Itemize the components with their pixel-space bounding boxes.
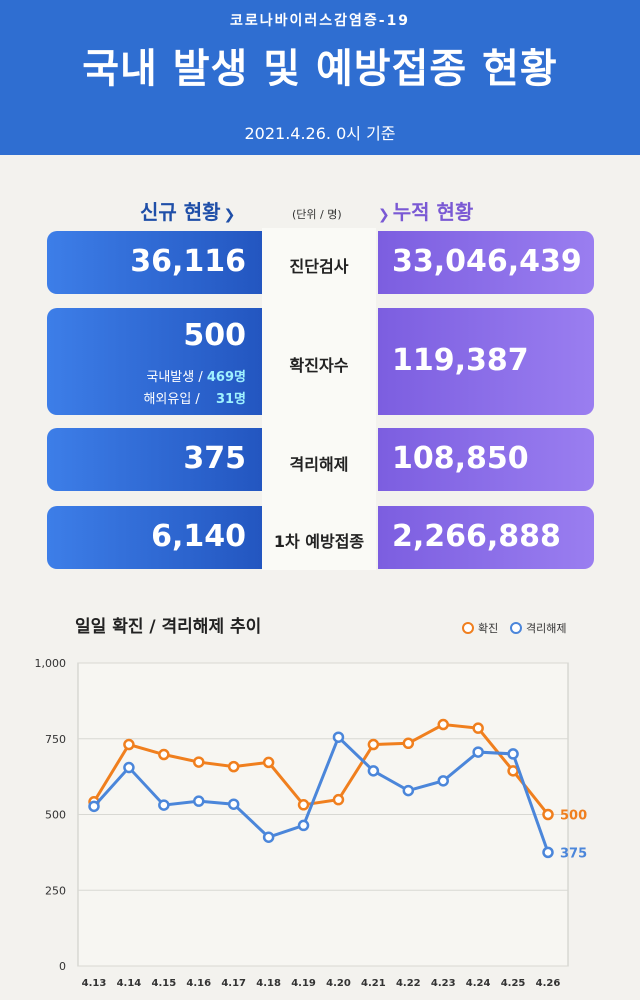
data-point: [297, 819, 310, 832]
x-tick-label: 4.14: [117, 978, 142, 989]
data-point: [262, 756, 275, 769]
data-point: [402, 737, 415, 750]
center-label-column: [262, 228, 376, 570]
cum-vaccination-value: 2,266,888: [392, 519, 561, 554]
x-tick-label: 4.19: [291, 978, 316, 989]
domestic-value: 469명: [206, 370, 246, 385]
data-point: [402, 784, 415, 797]
data-point: [472, 722, 484, 734]
header-date: 2021.4.26. 0시 기준: [244, 124, 396, 143]
data-point: [123, 738, 135, 751]
header-banner: 코로나바이러스감염증-19 국내 발생 및 예방접종 현황 2021.4.26.…: [0, 0, 640, 155]
x-tick-label: 4.15: [152, 978, 177, 989]
header-subtitle: 코로나바이러스감염증-19: [229, 13, 411, 29]
new-tests-value: 36,116: [130, 244, 246, 279]
vaccination-label: 1차 예방접종: [273, 532, 365, 551]
data-point: [367, 738, 380, 751]
data-point: [367, 765, 380, 777]
cumulative-status-heading: ❯ 누적 현황: [378, 196, 473, 225]
data-point: [507, 748, 519, 760]
x-tick-label: 4.16: [186, 978, 211, 989]
end-value-label: 375: [560, 846, 587, 861]
data-point: [193, 795, 205, 807]
data-point: [437, 775, 449, 787]
data-point: [542, 846, 554, 859]
end-value-label: 500: [560, 809, 587, 824]
y-tick-label: 1,000: [35, 657, 67, 670]
x-tick-label: 4.17: [221, 978, 246, 989]
overseas-label: 해외유입 /: [143, 392, 200, 407]
data-point: [332, 793, 345, 806]
data-point: [123, 761, 135, 774]
cum-confirmed-value: 119,387: [392, 343, 529, 378]
legend-confirmed-marker: [462, 622, 474, 634]
confirmed-label: 확진자수: [289, 356, 349, 375]
x-tick-label: 4.21: [361, 978, 386, 989]
x-tick-label: 4.23: [431, 978, 456, 989]
series-line: [92, 722, 550, 816]
cum-vaccination-box: 2,266,888: [378, 506, 594, 569]
new-confirmed-box: 500 국내발생 / 469명 해외유입 / 31명: [47, 308, 262, 415]
overseas-breakdown: 해외유입 / 31명: [143, 388, 246, 407]
y-tick-label: 500: [45, 809, 66, 822]
new-confirmed-value: 500: [183, 318, 246, 353]
domestic-label: 국내발생 /: [146, 370, 203, 385]
tests-label: 진단검사: [289, 257, 349, 276]
data-point: [227, 798, 240, 810]
x-tick-label: 4.25: [501, 978, 526, 989]
x-tick-label: 4.13: [82, 978, 107, 989]
x-tick-label: 4.24: [466, 978, 491, 989]
released-label: 격리해제: [289, 455, 349, 474]
chart-title: 일일 확진 / 격리해제 추이: [75, 617, 262, 637]
x-tick-label: 4.26: [536, 978, 561, 989]
data-point: [297, 799, 310, 811]
legend-released-label: 격리해제: [526, 622, 567, 635]
x-tick-label: 4.20: [326, 978, 351, 989]
data-point: [472, 746, 484, 758]
y-tick-label: 0: [59, 960, 66, 973]
legend-confirmed-label: 확진: [478, 622, 499, 635]
legend-released-marker: [510, 622, 522, 634]
domestic-breakdown: 국내발생 / 469명: [146, 366, 246, 385]
legend-item-confirmed: 확진: [462, 620, 498, 636]
cum-confirmed-box: 119,387: [378, 308, 594, 415]
data-point: [262, 831, 275, 843]
new-released-box: 375: [47, 428, 262, 491]
cum-tests-value: 33,046,439: [392, 244, 582, 279]
data-point: [437, 718, 449, 731]
new-tests-box: 36,116: [47, 231, 262, 294]
overseas-value: 31명: [215, 392, 246, 407]
data-point: [332, 731, 345, 743]
data-point: [158, 748, 170, 761]
chevron-down-icon: ❯: [378, 207, 390, 223]
header-title: 국내 발생 및 예방접종 현황: [82, 46, 558, 92]
new-status-heading: 신규 현황 ❯: [140, 196, 235, 225]
data-point: [542, 808, 554, 821]
data-point: [88, 800, 100, 813]
x-tick-label: 4.22: [396, 978, 421, 989]
data-point: [227, 760, 240, 773]
new-status-heading-text: 신규 현황: [140, 200, 221, 224]
new-vaccination-value: 6,140: [151, 519, 246, 554]
series-line: [92, 734, 550, 853]
cumulative-status-heading-text: 누적 현황: [392, 200, 474, 224]
data-point: [158, 799, 170, 811]
new-released-value: 375: [183, 441, 246, 476]
cum-released-value: 108,850: [392, 441, 529, 476]
x-tick-label: 4.18: [256, 978, 281, 989]
data-point: [193, 756, 205, 768]
cum-released-box: 108,850: [378, 428, 594, 491]
y-tick-label: 250: [45, 884, 66, 897]
legend-item-released: 격리해제: [510, 620, 566, 636]
y-tick-label: 750: [45, 733, 66, 746]
unit-label: (단위 / 명): [292, 208, 342, 221]
new-vaccination-box: 6,140: [47, 506, 262, 569]
cum-tests-box: 33,046,439: [378, 231, 594, 294]
chevron-down-icon: ❯: [223, 207, 236, 223]
data-point: [507, 765, 519, 777]
